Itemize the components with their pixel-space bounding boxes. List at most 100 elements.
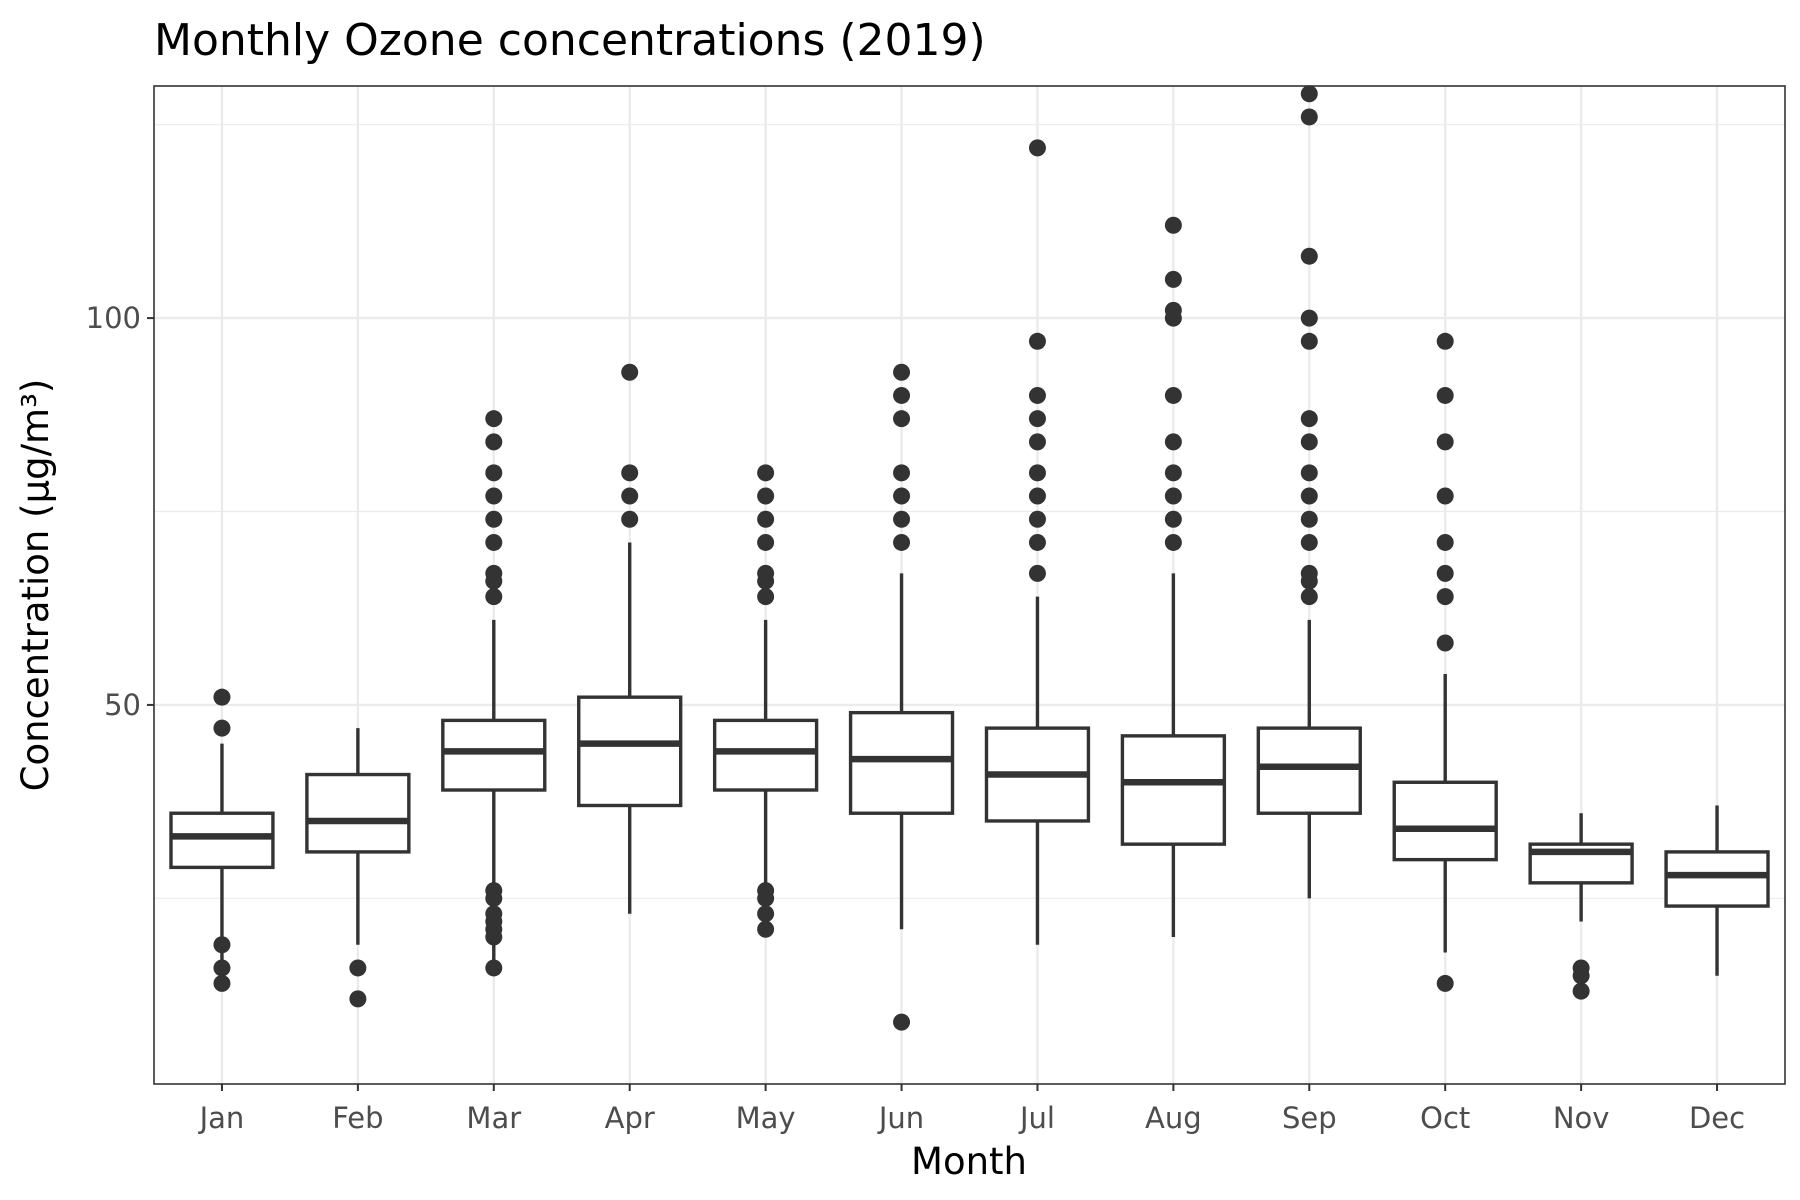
outlier-point: [1300, 464, 1318, 482]
outlier-point: [621, 510, 639, 528]
outlier-point: [1028, 487, 1046, 505]
box-apr: [577, 363, 683, 914]
box-body: [1392, 780, 1498, 862]
outlier-point: [1028, 533, 1046, 551]
box-body: [169, 811, 275, 870]
outlier-point: [757, 920, 775, 938]
outlier-point: [1300, 588, 1318, 606]
outlier-point: [757, 572, 775, 590]
outlier-point: [1164, 309, 1182, 327]
box-sep: [1256, 85, 1362, 899]
outlier-point: [1300, 487, 1318, 505]
outlier-point: [1300, 410, 1318, 428]
box-body: [1120, 734, 1227, 846]
outlier-point: [1436, 564, 1454, 582]
outlier-point: [485, 928, 503, 946]
x-tick-label: Apr: [605, 1101, 655, 1135]
chart-title: Monthly Ozone concentrations (2019): [154, 15, 986, 66]
box-dec: [1664, 805, 1770, 976]
y-tick-label: 100: [86, 301, 141, 335]
x-axis-title: Month: [911, 1140, 1027, 1183]
outlier-point: [893, 487, 911, 505]
outlier-point: [1164, 510, 1182, 528]
y-axis: 50 100: [86, 301, 154, 722]
box-oct: [1392, 332, 1498, 992]
box-nov: [1528, 813, 1634, 1000]
x-tick-label: Sep: [1282, 1101, 1337, 1135]
box-body: [1664, 850, 1770, 908]
outlier-point: [213, 959, 231, 977]
outlier-point: [893, 410, 911, 428]
outlier-point: [213, 688, 231, 706]
x-tick-label: Mar: [466, 1101, 521, 1135]
outlier-point: [485, 433, 503, 451]
outlier-point: [485, 889, 503, 907]
outlier-point: [621, 487, 639, 505]
x-axis: Jan Feb Mar Apr May Jun Jul Aug Sep Oct Nov Dec: [198, 1084, 1745, 1135]
outlier-point: [893, 386, 911, 404]
box-jun: [848, 363, 955, 1031]
outlier-point: [1436, 588, 1454, 606]
outlier-point: [1164, 533, 1182, 551]
outlier-point: [1436, 386, 1454, 404]
x-tick-label: Jan: [198, 1101, 245, 1135]
plot-panel: [153, 85, 1786, 1085]
outlier-point: [1436, 634, 1454, 652]
outlier-point: [485, 410, 503, 428]
outlier-point: [1164, 386, 1182, 404]
outlier-point: [757, 905, 775, 923]
outlier-point: [485, 959, 503, 977]
x-tick-label: Jul: [1018, 1101, 1055, 1135]
outlier-point: [1028, 433, 1046, 451]
outlier-point: [621, 464, 639, 482]
outlier-point: [893, 1013, 911, 1031]
outlier-point: [1028, 332, 1046, 350]
outlier-point: [1572, 982, 1590, 1000]
box-body: [577, 695, 683, 808]
outlier-point: [893, 533, 911, 551]
outlier-point: [1164, 464, 1182, 482]
outlier-point: [1028, 464, 1046, 482]
outlier-point: [893, 464, 911, 482]
y-tick-label: 50: [104, 688, 141, 722]
outlier-point: [1436, 487, 1454, 505]
outlier-point: [893, 510, 911, 528]
box-jan: [169, 688, 275, 992]
outlier-point: [1028, 510, 1046, 528]
boxplots: [169, 85, 1770, 1031]
outlier-point: [893, 363, 911, 381]
outlier-point: [1300, 533, 1318, 551]
outlier-point: [1436, 974, 1454, 992]
box-body: [712, 718, 819, 792]
outlier-point: [485, 487, 503, 505]
outlier-point: [1028, 410, 1046, 428]
box-body: [1256, 726, 1362, 815]
box-body: [305, 772, 411, 854]
box-aug: [1120, 216, 1227, 938]
outlier-point: [757, 464, 775, 482]
outlier-point: [485, 533, 503, 551]
outlier-point: [349, 990, 367, 1008]
x-tick-label: Dec: [1689, 1101, 1745, 1135]
outlier-point: [757, 487, 775, 505]
outlier-point: [485, 510, 503, 528]
outlier-point: [1300, 247, 1318, 265]
x-tick-label: Jun: [877, 1101, 924, 1135]
x-tick-label: May: [736, 1101, 796, 1135]
outlier-point: [621, 363, 639, 381]
outlier-point: [1164, 270, 1182, 288]
x-tick-label: Aug: [1145, 1101, 1202, 1135]
outlier-point: [1028, 139, 1046, 157]
outlier-point: [1300, 510, 1318, 528]
box-feb: [305, 728, 411, 1008]
outlier-point: [1436, 533, 1454, 551]
outlier-point: [1164, 433, 1182, 451]
outlier-point: [1164, 487, 1182, 505]
x-tick-label: Oct: [1420, 1101, 1470, 1135]
grid: [154, 86, 1785, 1084]
outlier-point: [757, 510, 775, 528]
outlier-point: [485, 588, 503, 606]
outlier-point: [1300, 85, 1318, 103]
box-mar: [441, 410, 547, 977]
